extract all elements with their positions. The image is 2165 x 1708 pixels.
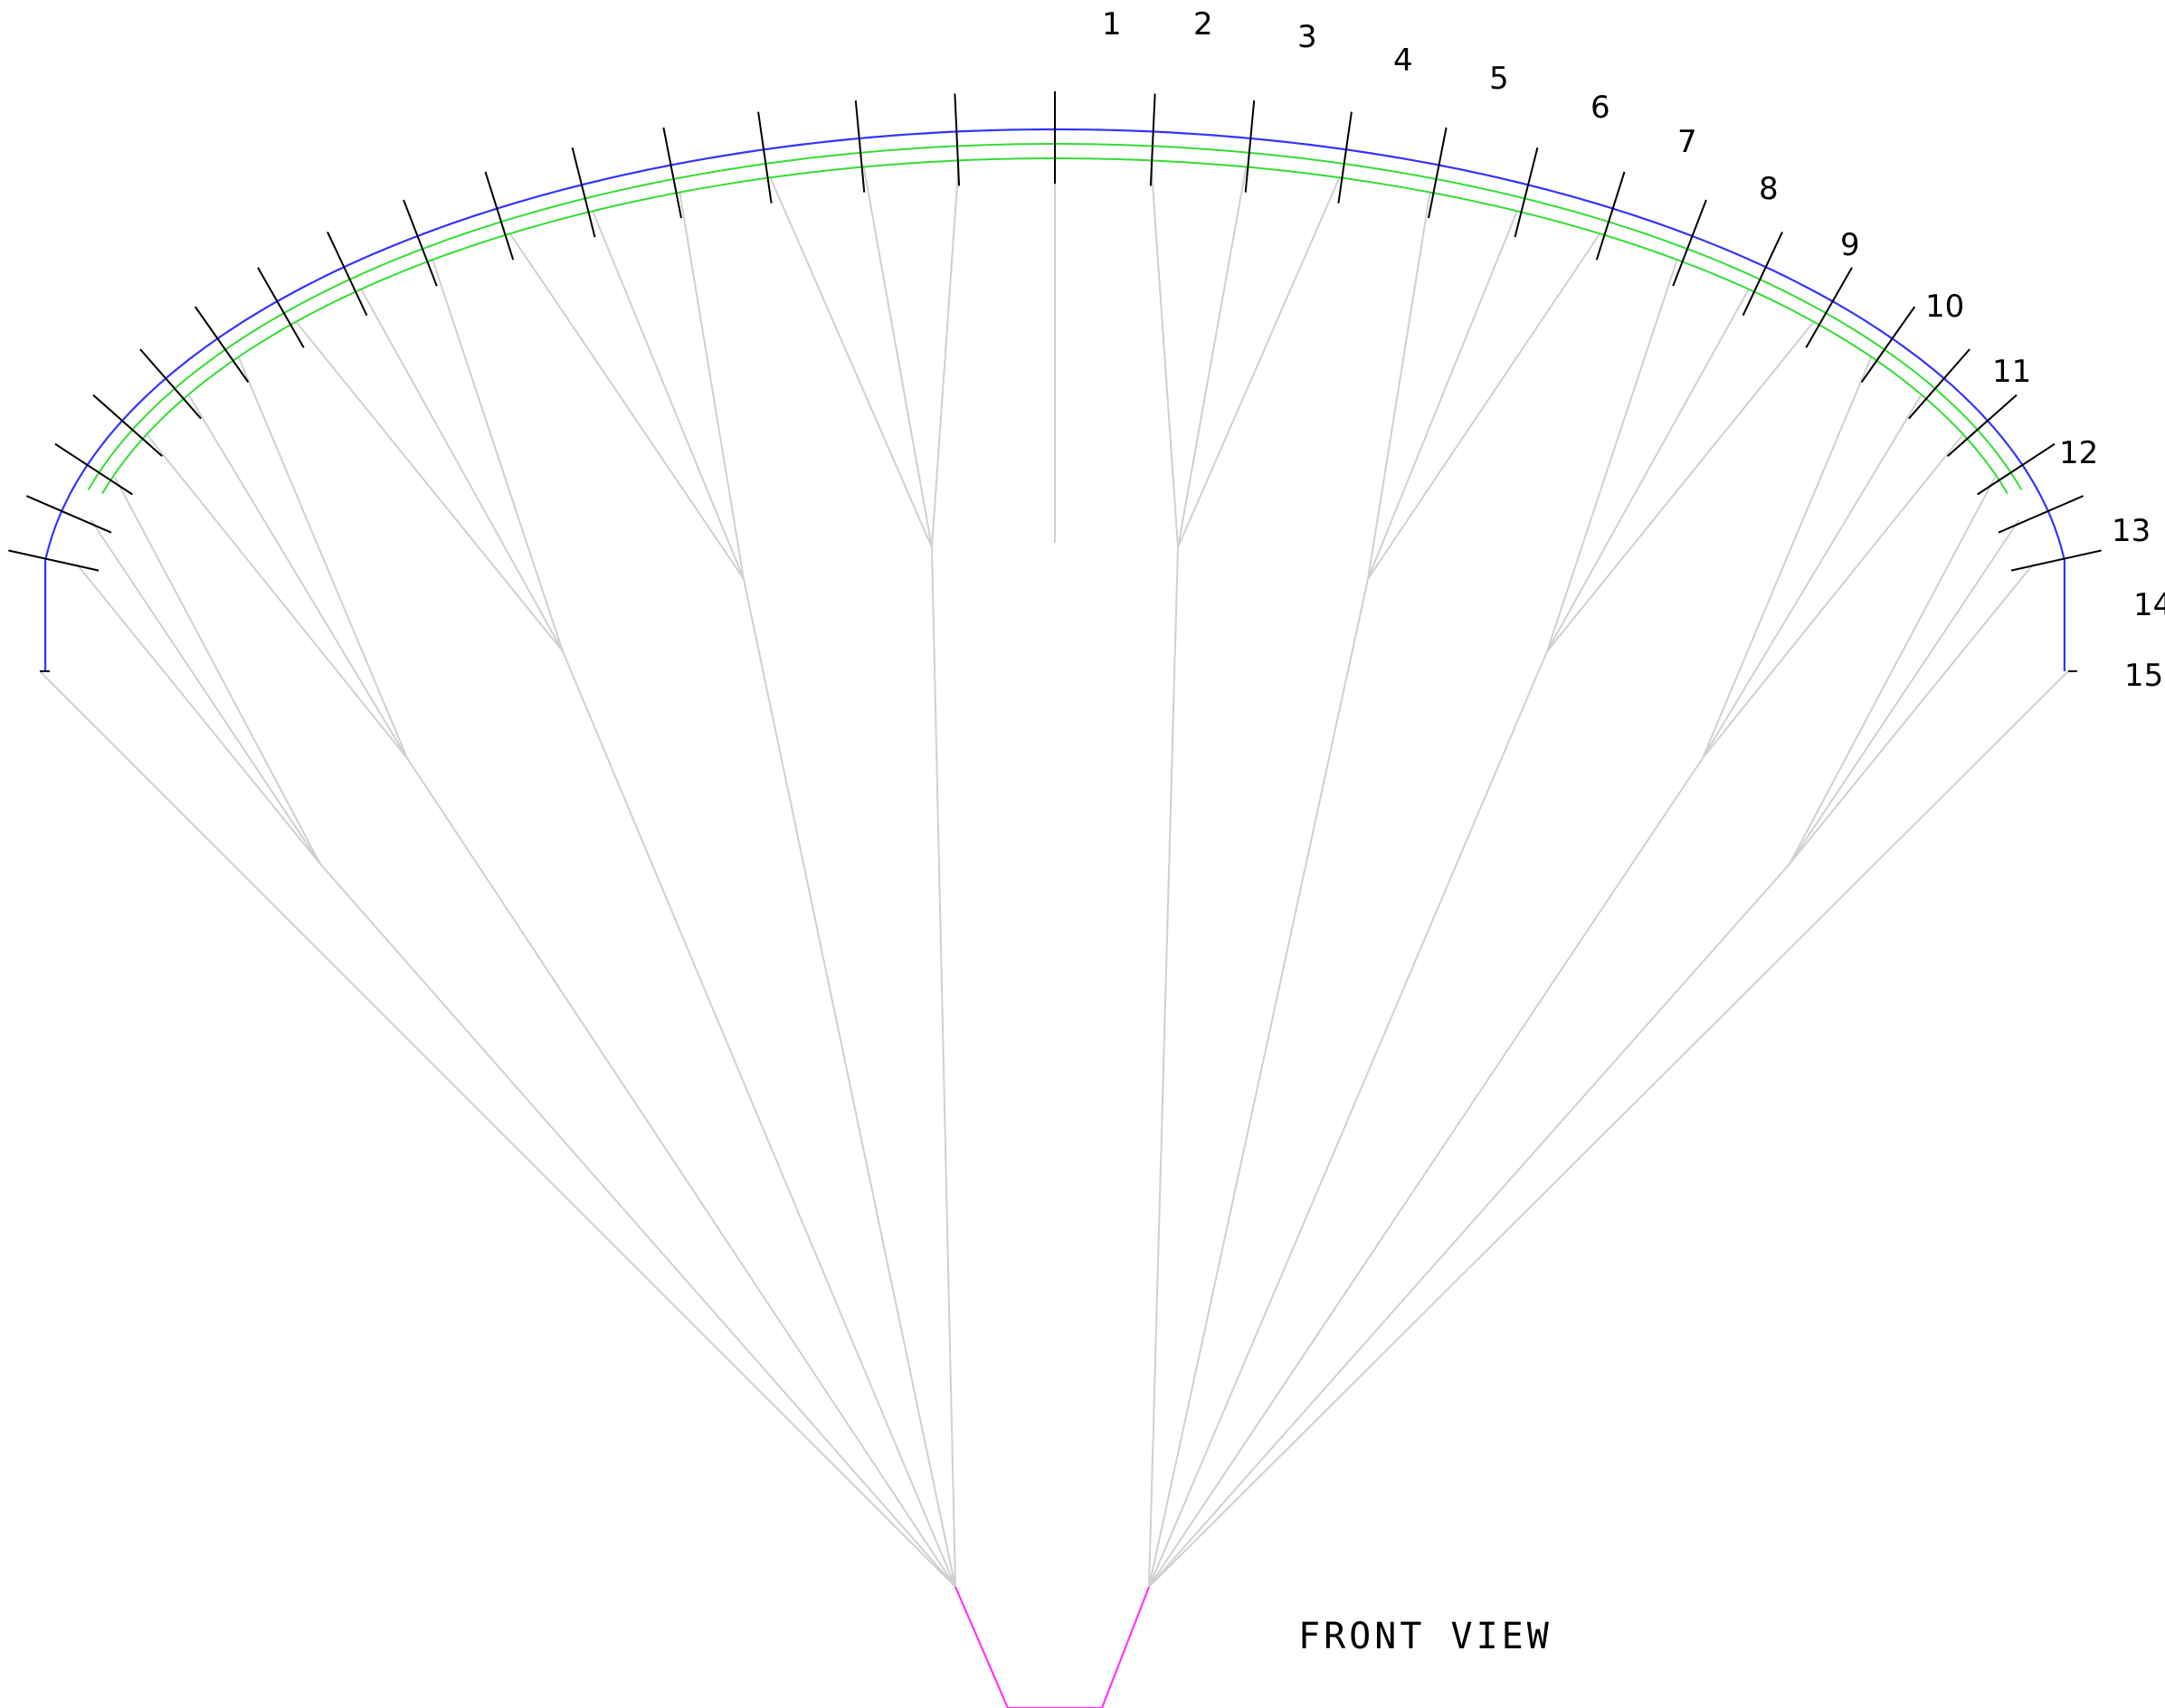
suspension-line <box>1546 321 1815 652</box>
suspension-line <box>679 192 745 580</box>
cell-tick-mark <box>1595 171 1626 261</box>
main-line <box>931 546 956 1588</box>
cell-tick-mark <box>757 111 773 204</box>
cell-tick-mark <box>1998 495 2084 534</box>
cell-tick-mark <box>1860 306 1916 384</box>
suspension-line <box>1367 192 1431 580</box>
cell-tick-mark <box>1977 442 2056 496</box>
cell-number-label: 8 <box>1759 171 1779 207</box>
cell-tick-mark <box>26 495 112 534</box>
cell-tick-mark <box>194 306 250 384</box>
suspension-line <box>1150 160 1179 548</box>
main-line <box>1148 578 1369 1588</box>
cell-number-label: 7 <box>1677 124 1697 160</box>
suspension-line <box>1177 176 1341 548</box>
cell-tick-mark <box>662 127 682 219</box>
cell-number-label: 4 <box>1393 43 1413 79</box>
riser-trapezoid <box>954 1586 1151 1708</box>
drawing-title: FRONT VIEW <box>1298 1616 1553 1657</box>
cell-tick-mark <box>1149 93 1156 186</box>
suspension-line <box>90 518 321 865</box>
suspension-line <box>75 563 321 865</box>
riser <box>954 1586 1151 1708</box>
cell-number-label: 10 <box>1925 289 1964 325</box>
cell-number-label: 5 <box>1489 61 1509 97</box>
cell-number-label: 3 <box>1297 19 1317 55</box>
suspension-line <box>1367 211 1518 580</box>
cell-tick-mark <box>1805 267 1853 348</box>
stabilizer-line <box>1148 670 2069 1588</box>
suspension-line <box>1702 434 1963 759</box>
cell-tick-mark <box>8 549 100 572</box>
suspension-line <box>1367 232 1600 580</box>
cell-tick-mark <box>1244 100 1256 193</box>
cell-number-label: 11 <box>1992 354 2031 390</box>
main-line <box>1148 863 1790 1588</box>
cell-tick-mark <box>484 171 515 261</box>
suspension-line <box>931 160 960 548</box>
main-line <box>743 578 956 1588</box>
suspension-lines <box>39 158 2069 1588</box>
cell-tick-mark <box>1337 111 1353 204</box>
cell-tick-mark <box>1947 394 2018 457</box>
suspension-line <box>1789 518 2020 865</box>
cell-tick-mark <box>854 100 866 193</box>
cell-number-label: 15 <box>2124 658 2163 694</box>
cell-number-label: 6 <box>1591 90 1610 126</box>
cell-number-label: 1 <box>1102 6 1122 43</box>
suspension-line <box>1702 394 1922 759</box>
cell-tick-mark <box>54 442 133 496</box>
suspension-line <box>188 394 408 759</box>
cell-tick-mark <box>571 147 596 238</box>
cell-tick-mark <box>139 348 202 420</box>
suspension-line <box>113 476 321 865</box>
cell-tick-mark <box>2010 549 2102 572</box>
main-line <box>1148 650 1548 1588</box>
cell-tick-mark <box>1428 127 1448 219</box>
suspension-line <box>360 289 564 652</box>
main-line <box>319 863 956 1588</box>
suspension-line <box>238 357 408 759</box>
cell-tick-mark <box>1742 231 1783 317</box>
suspension-line <box>1546 260 1678 652</box>
suspension-line <box>862 166 933 548</box>
suspension-line <box>592 211 745 580</box>
cell-tick-mark <box>403 199 438 287</box>
canopy-arc <box>40 128 2077 672</box>
suspension-line <box>432 260 564 652</box>
suspension-line <box>147 434 408 759</box>
main-line <box>1148 546 1179 1588</box>
suspension-line <box>1702 357 1872 759</box>
main-line <box>406 757 956 1588</box>
suspension-line <box>295 321 564 652</box>
cell-number-label: 12 <box>2059 435 2098 471</box>
cell-number-label: 14 <box>2133 587 2165 623</box>
suspension-line <box>1789 476 1997 865</box>
suspension-line <box>1789 563 2035 865</box>
cell-tick-mark <box>327 231 368 317</box>
cell-number-label: 13 <box>2112 513 2151 549</box>
cell-tick-marks <box>8 91 2102 572</box>
cell-number-label: 2 <box>1193 6 1213 43</box>
cell-tick-mark <box>1514 147 1539 238</box>
main-line <box>1148 757 1704 1588</box>
cell-tick-mark <box>954 93 961 186</box>
cell-tick-mark <box>1672 199 1707 287</box>
cell-tick-mark <box>1908 348 1970 420</box>
suspension-line <box>1177 166 1248 548</box>
cell-tick-mark <box>257 267 305 348</box>
suspension-line <box>769 176 933 548</box>
suspension-line <box>1546 289 1750 652</box>
main-line <box>562 650 956 1588</box>
cell-tick-mark <box>92 394 163 457</box>
suspension-line <box>509 232 745 580</box>
stabilizer-line <box>39 670 956 1588</box>
cell-number-label: 9 <box>1840 227 1860 263</box>
